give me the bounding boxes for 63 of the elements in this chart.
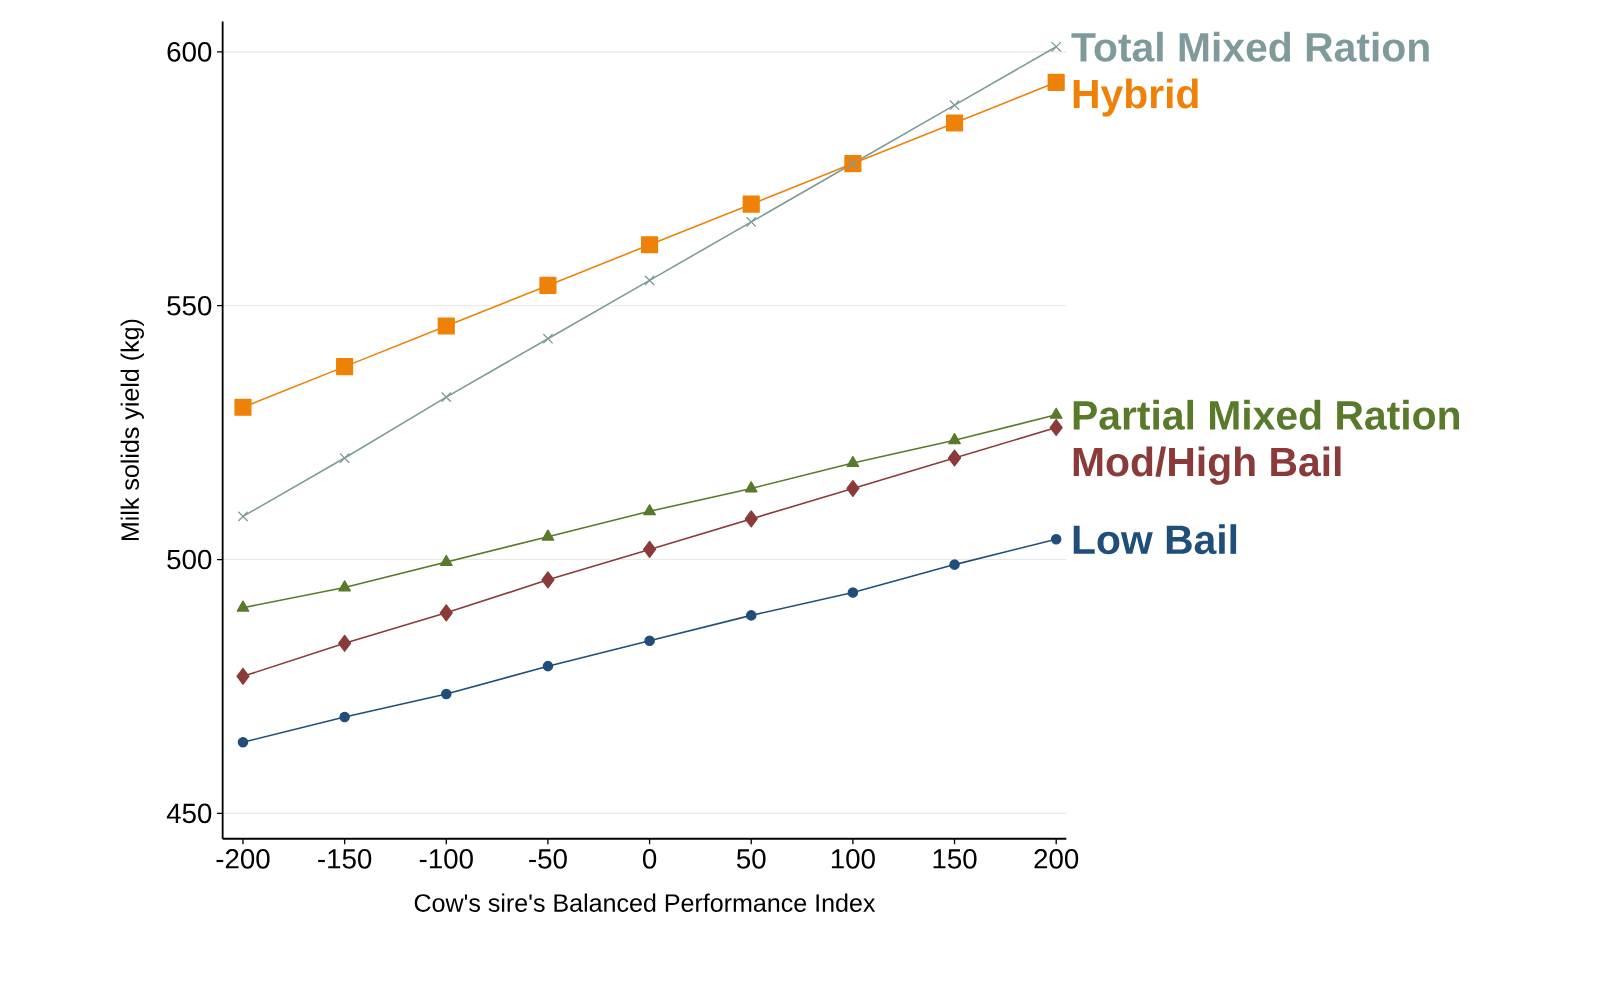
- point: [1049, 419, 1063, 437]
- x-tick-label: 200: [1034, 849, 1079, 869]
- point: [338, 580, 351, 592]
- x-tick-label: -50: [529, 849, 567, 869]
- x-tick-label: 50: [736, 849, 766, 869]
- point: [1050, 41, 1062, 53]
- point: [437, 317, 455, 335]
- x-tick-label: 100: [831, 849, 875, 869]
- point: [338, 634, 352, 653]
- x-tick-label: 150: [933, 849, 977, 869]
- point: [1050, 534, 1062, 545]
- point: [745, 610, 757, 621]
- point: [336, 358, 354, 376]
- point: [440, 392, 452, 403]
- series-label: Mod/High Bail: [1073, 446, 1341, 485]
- point: [439, 604, 453, 622]
- point: [541, 529, 555, 541]
- point: [541, 571, 555, 589]
- point: [742, 195, 760, 213]
- point: [744, 481, 758, 493]
- y-tick-label: 600: [167, 42, 212, 62]
- x-tick-label: -150: [318, 849, 372, 869]
- point: [949, 100, 960, 111]
- point: [846, 480, 860, 498]
- y-tick-label: 500: [167, 549, 212, 570]
- point: [339, 452, 350, 464]
- y-tick-label: 550: [167, 296, 212, 316]
- point: [339, 711, 350, 723]
- point: [439, 555, 453, 567]
- x-axis-title: Cow's sire's Balanced Performance Index: [414, 893, 876, 913]
- point: [542, 661, 554, 672]
- point: [643, 504, 656, 516]
- point: [644, 635, 655, 647]
- point: [641, 236, 659, 254]
- point: [234, 398, 252, 417]
- point: [948, 433, 961, 445]
- series-label: Total Mixed Ration: [1071, 32, 1429, 63]
- point: [847, 587, 859, 599]
- point: [542, 333, 554, 345]
- point: [642, 541, 657, 559]
- point: [236, 667, 250, 686]
- point: [947, 449, 962, 467]
- series-label: Hybrid: [1073, 78, 1198, 117]
- point: [441, 689, 452, 700]
- x-tick-label: -100: [419, 849, 473, 869]
- point: [745, 216, 757, 228]
- x-tick-label: 0: [642, 849, 657, 869]
- y-tick-label: 450: [166, 803, 212, 824]
- point: [1049, 407, 1063, 420]
- point: [949, 559, 960, 571]
- point: [945, 114, 964, 132]
- series-label: Partial Mixed Ration: [1073, 400, 1460, 431]
- point: [237, 737, 249, 748]
- series-label: Low Bail: [1073, 524, 1237, 555]
- point: [237, 511, 249, 522]
- point: [744, 510, 758, 528]
- point: [846, 456, 860, 468]
- point: [236, 600, 250, 612]
- x-tick-label: -200: [216, 849, 270, 869]
- point: [644, 275, 655, 286]
- point: [539, 277, 557, 295]
- y-axis-title: Milk solids yield (kg): [120, 319, 144, 541]
- point: [1047, 74, 1065, 92]
